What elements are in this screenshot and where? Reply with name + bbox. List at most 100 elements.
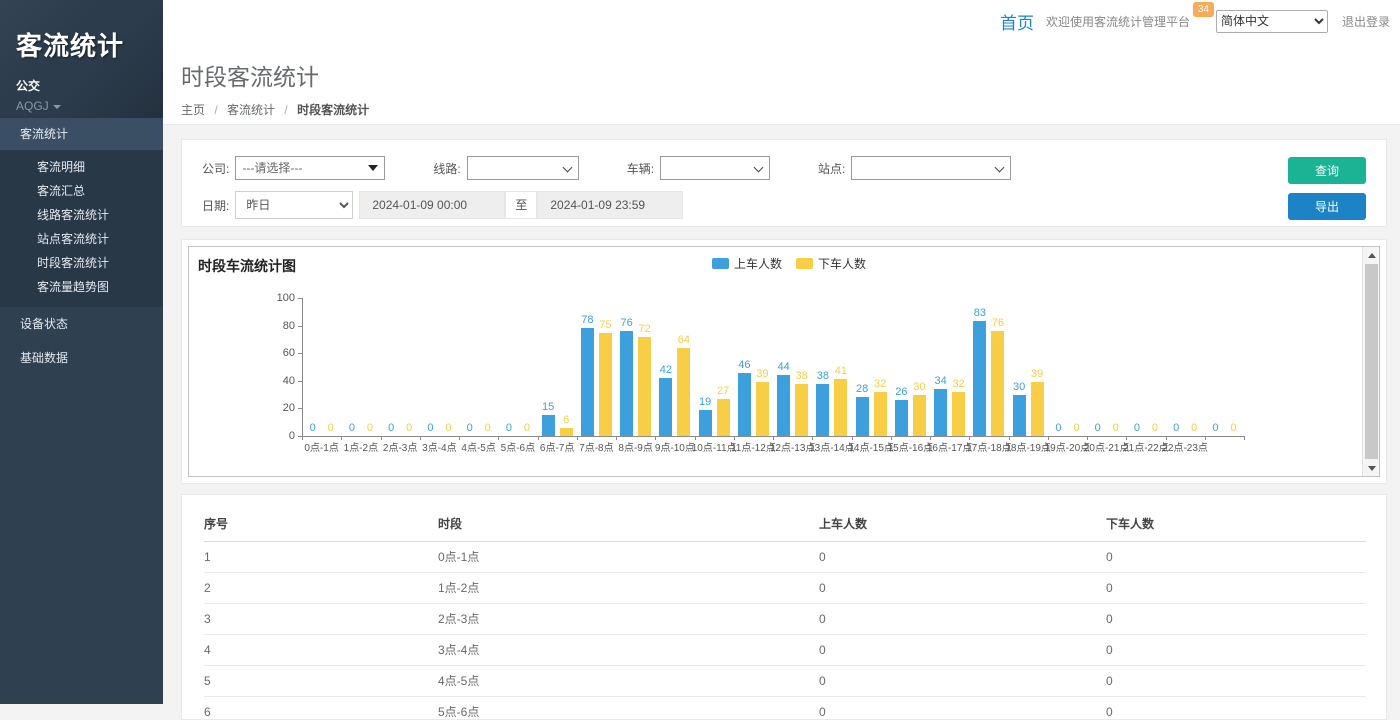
home-link[interactable]: 首页 [1000, 9, 1034, 34]
sidebar-item-trend-chart[interactable]: 客流量趋势图 [0, 275, 163, 299]
table-row: 32点-3点00 [204, 604, 1366, 635]
y-axis-line [302, 298, 303, 436]
sidebar-item-device-status[interactable]: 设备状态 [0, 307, 163, 341]
company-select[interactable]: ---请选择--- [235, 156, 385, 180]
legend-swatch [796, 258, 813, 269]
line-select[interactable] [467, 156, 579, 180]
table-header-cell: 上车人数 [819, 507, 1106, 542]
y-tick-mark [298, 326, 302, 327]
sidebar-item-time-period-stats[interactable]: 时段客流统计 [0, 251, 163, 275]
table-cell: 4点-5点 [438, 666, 819, 697]
y-tick-mark [298, 381, 302, 382]
sidebar-item-line-stats[interactable]: 线路客流统计 [0, 203, 163, 227]
bar-上车人数-13点-14点 [816, 384, 829, 436]
bar-上车人数-12点-13点 [777, 375, 790, 436]
breadcrumb-home[interactable]: 主页 [181, 103, 205, 117]
y-tick-mark [298, 298, 302, 299]
logout-link[interactable]: 退出登录 [1342, 13, 1390, 30]
y-tick-label: 20 [249, 402, 295, 414]
vehicle-select[interactable] [660, 156, 770, 180]
table-cell: 0 [819, 542, 1106, 573]
legend-label: 上车人数 [734, 255, 782, 272]
welcome-label: 欢迎使用客流统计管理平台 [1046, 15, 1190, 29]
filter-panel: 公司: ---请选择--- 线路: 车辆: 站点: [181, 139, 1387, 227]
bar-下车人数-16点-17点 [952, 392, 965, 436]
sidebar-item-base-data[interactable]: 基础数据 [0, 341, 163, 375]
bar-上车人数-9点-10点 [659, 378, 672, 436]
station-label: 站点: [818, 160, 845, 177]
table-cell: 0 [819, 604, 1106, 635]
chevron-down-icon [53, 105, 61, 109]
sidebar-item-passenger-stats[interactable]: 客流统计 [0, 118, 163, 150]
bar-下车人数-6点-7点 [560, 428, 573, 436]
table-cell: 2 [204, 573, 438, 604]
table-cell: 0 [1106, 573, 1366, 604]
breadcrumb-section[interactable]: 客流统计 [227, 103, 275, 117]
table-cell: 1点-2点 [438, 573, 819, 604]
table-row: 65点-6点00 [204, 697, 1366, 720]
bar-value-label: 72 [630, 323, 660, 335]
bar-value-label: 41 [826, 365, 856, 377]
line-label: 线路: [433, 160, 460, 177]
table-cell: 3 [204, 604, 438, 635]
bar-下车人数-18点-19点 [1031, 382, 1044, 436]
bar-下车人数-8点-9点 [638, 337, 651, 436]
table-panel: 序号时段上车人数下车人数 10点-1点0021点-2点0032点-3点0043点… [181, 494, 1387, 720]
x-tick-mark [1244, 436, 1245, 440]
query-button[interactable]: 查询 [1288, 157, 1366, 184]
breadcrumb-current: 时段客流统计 [297, 103, 369, 117]
sidebar-submenu: 客流明细客流汇总线路客流统计站点客流统计时段客流统计客流量趋势图 [0, 150, 163, 307]
y-tick-label: 0 [249, 430, 295, 442]
bar-下车人数-10点-11点 [717, 399, 730, 436]
bar-下车人数-17点-18点 [991, 331, 1004, 436]
content: 公司: ---请选择--- 线路: 车辆: 站点: [163, 125, 1400, 720]
user-dropdown[interactable]: AQGJ [16, 99, 149, 113]
bar-value-label: 27 [708, 385, 738, 397]
date-preset-select[interactable]: 昨日 [235, 191, 353, 219]
bar-value-label: 0 [1218, 422, 1248, 434]
date-end-input[interactable] [537, 191, 683, 219]
export-button[interactable]: 导出 [1288, 193, 1366, 220]
table-cell: 5 [204, 666, 438, 697]
bar-value-label: 0 [512, 422, 542, 434]
table-cell: 2点-3点 [438, 604, 819, 635]
page-title: 时段客流统计 [181, 58, 1400, 92]
breadcrumb-separator: / [284, 103, 287, 117]
bar-下车人数-13点-14点 [834, 379, 847, 436]
breadcrumb: 主页 / 客流统计 / 时段客流统计 [181, 101, 1400, 118]
date-start-input[interactable] [359, 191, 505, 219]
sidebar-brand: 客流统计 公交 AQGJ [0, 0, 163, 118]
language-select[interactable]: 简体中文 [1216, 10, 1328, 33]
bar-value-label: 15 [533, 401, 563, 413]
x-category-label: 22点-23点 [1155, 439, 1215, 454]
table-cell: 0点-1点 [438, 542, 819, 573]
bar-上车人数-17点-18点 [973, 321, 986, 436]
bar-上车人数-8点-9点 [620, 331, 633, 436]
breadcrumb-separator: / [214, 103, 217, 117]
station-select[interactable] [851, 156, 1011, 180]
y-tick-label: 60 [249, 347, 295, 359]
table-row: 21点-2点00 [204, 573, 1366, 604]
notification-badge[interactable]: 34 [1193, 2, 1214, 17]
table-cell: 5点-6点 [438, 697, 819, 720]
table-cell: 0 [1106, 542, 1366, 573]
top-header: 首页 欢迎使用客流统计管理平台34 简体中文 退出登录 [163, 0, 1400, 42]
bar-value-label: 6 [551, 414, 581, 426]
sidebar-item-passenger-summary[interactable]: 客流汇总 [0, 179, 163, 203]
user-name: AQGJ [16, 99, 49, 113]
y-tick-label: 40 [249, 375, 295, 387]
page-heading: 时段客流统计 主页 / 客流统计 / 时段客流统计 [163, 42, 1400, 125]
chart-scrollbar[interactable] [1362, 247, 1379, 476]
bar-上车人数-7点-8点 [581, 328, 594, 436]
sidebar-item-station-stats[interactable]: 站点客流统计 [0, 227, 163, 251]
vehicle-label: 车辆: [627, 160, 654, 177]
table-cell: 0 [1106, 604, 1366, 635]
scrollbar-thumb[interactable] [1365, 264, 1378, 459]
scroll-down-icon[interactable] [1363, 460, 1380, 476]
sidebar-item-passenger-detail[interactable]: 客流明细 [0, 155, 163, 179]
table-row: 54点-5点00 [204, 666, 1366, 697]
stats-table: 序号时段上车人数下车人数 10点-1点0021点-2点0032点-3点0043点… [204, 507, 1366, 720]
org-label: 公交 [16, 77, 149, 94]
company-label: 公司: [202, 160, 229, 177]
scroll-up-icon[interactable] [1363, 247, 1380, 263]
